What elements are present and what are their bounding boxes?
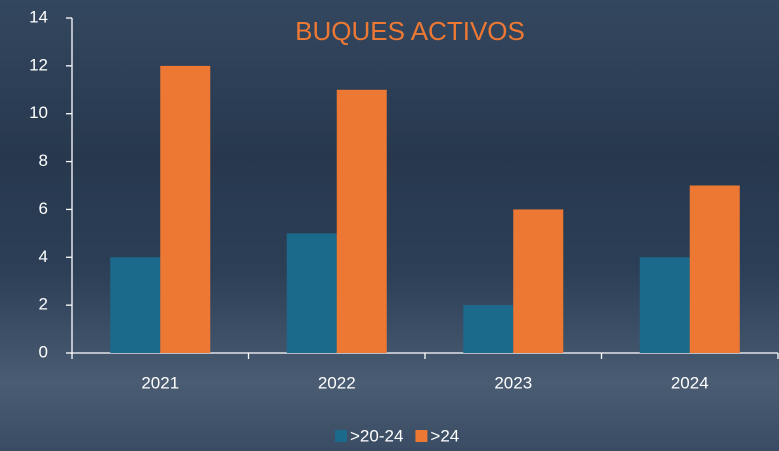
legend-label: >24	[430, 426, 459, 445]
chart-title: BUQUES ACTIVOS	[295, 16, 525, 46]
bar	[640, 257, 690, 353]
x-tick-label: 2021	[141, 373, 179, 392]
bar	[287, 233, 337, 353]
x-tick-label: 2023	[494, 373, 532, 392]
y-tick-label: 10	[29, 103, 48, 122]
page: BUQUES ACTIVOS 0 2 4 6 8 10 12 14 2021 2022 2023 20…	[0, 0, 779, 451]
bar	[513, 209, 563, 353]
y-tick-label: 4	[39, 247, 48, 266]
legend-swatch	[415, 430, 427, 442]
bar	[110, 257, 160, 353]
x-tick-label: 2024	[671, 373, 709, 392]
legend-label: >20-24	[350, 426, 403, 445]
legend-swatch	[335, 430, 347, 442]
y-tick-label: 14	[29, 7, 48, 26]
bar	[337, 90, 387, 353]
bar	[160, 66, 210, 353]
chart: BUQUES ACTIVOS 0 2 4 6 8 10 12 14 2021 2022 2023 20…	[0, 0, 779, 451]
y-tick-label: 6	[39, 199, 48, 218]
y-tick-label: 12	[29, 55, 48, 74]
x-tick-label: 2022	[318, 373, 356, 392]
y-tick-label: 2	[39, 295, 48, 314]
bar	[463, 305, 513, 353]
y-tick-label: 8	[39, 151, 48, 170]
y-tick-label: 0	[39, 342, 48, 361]
bar	[690, 186, 740, 354]
